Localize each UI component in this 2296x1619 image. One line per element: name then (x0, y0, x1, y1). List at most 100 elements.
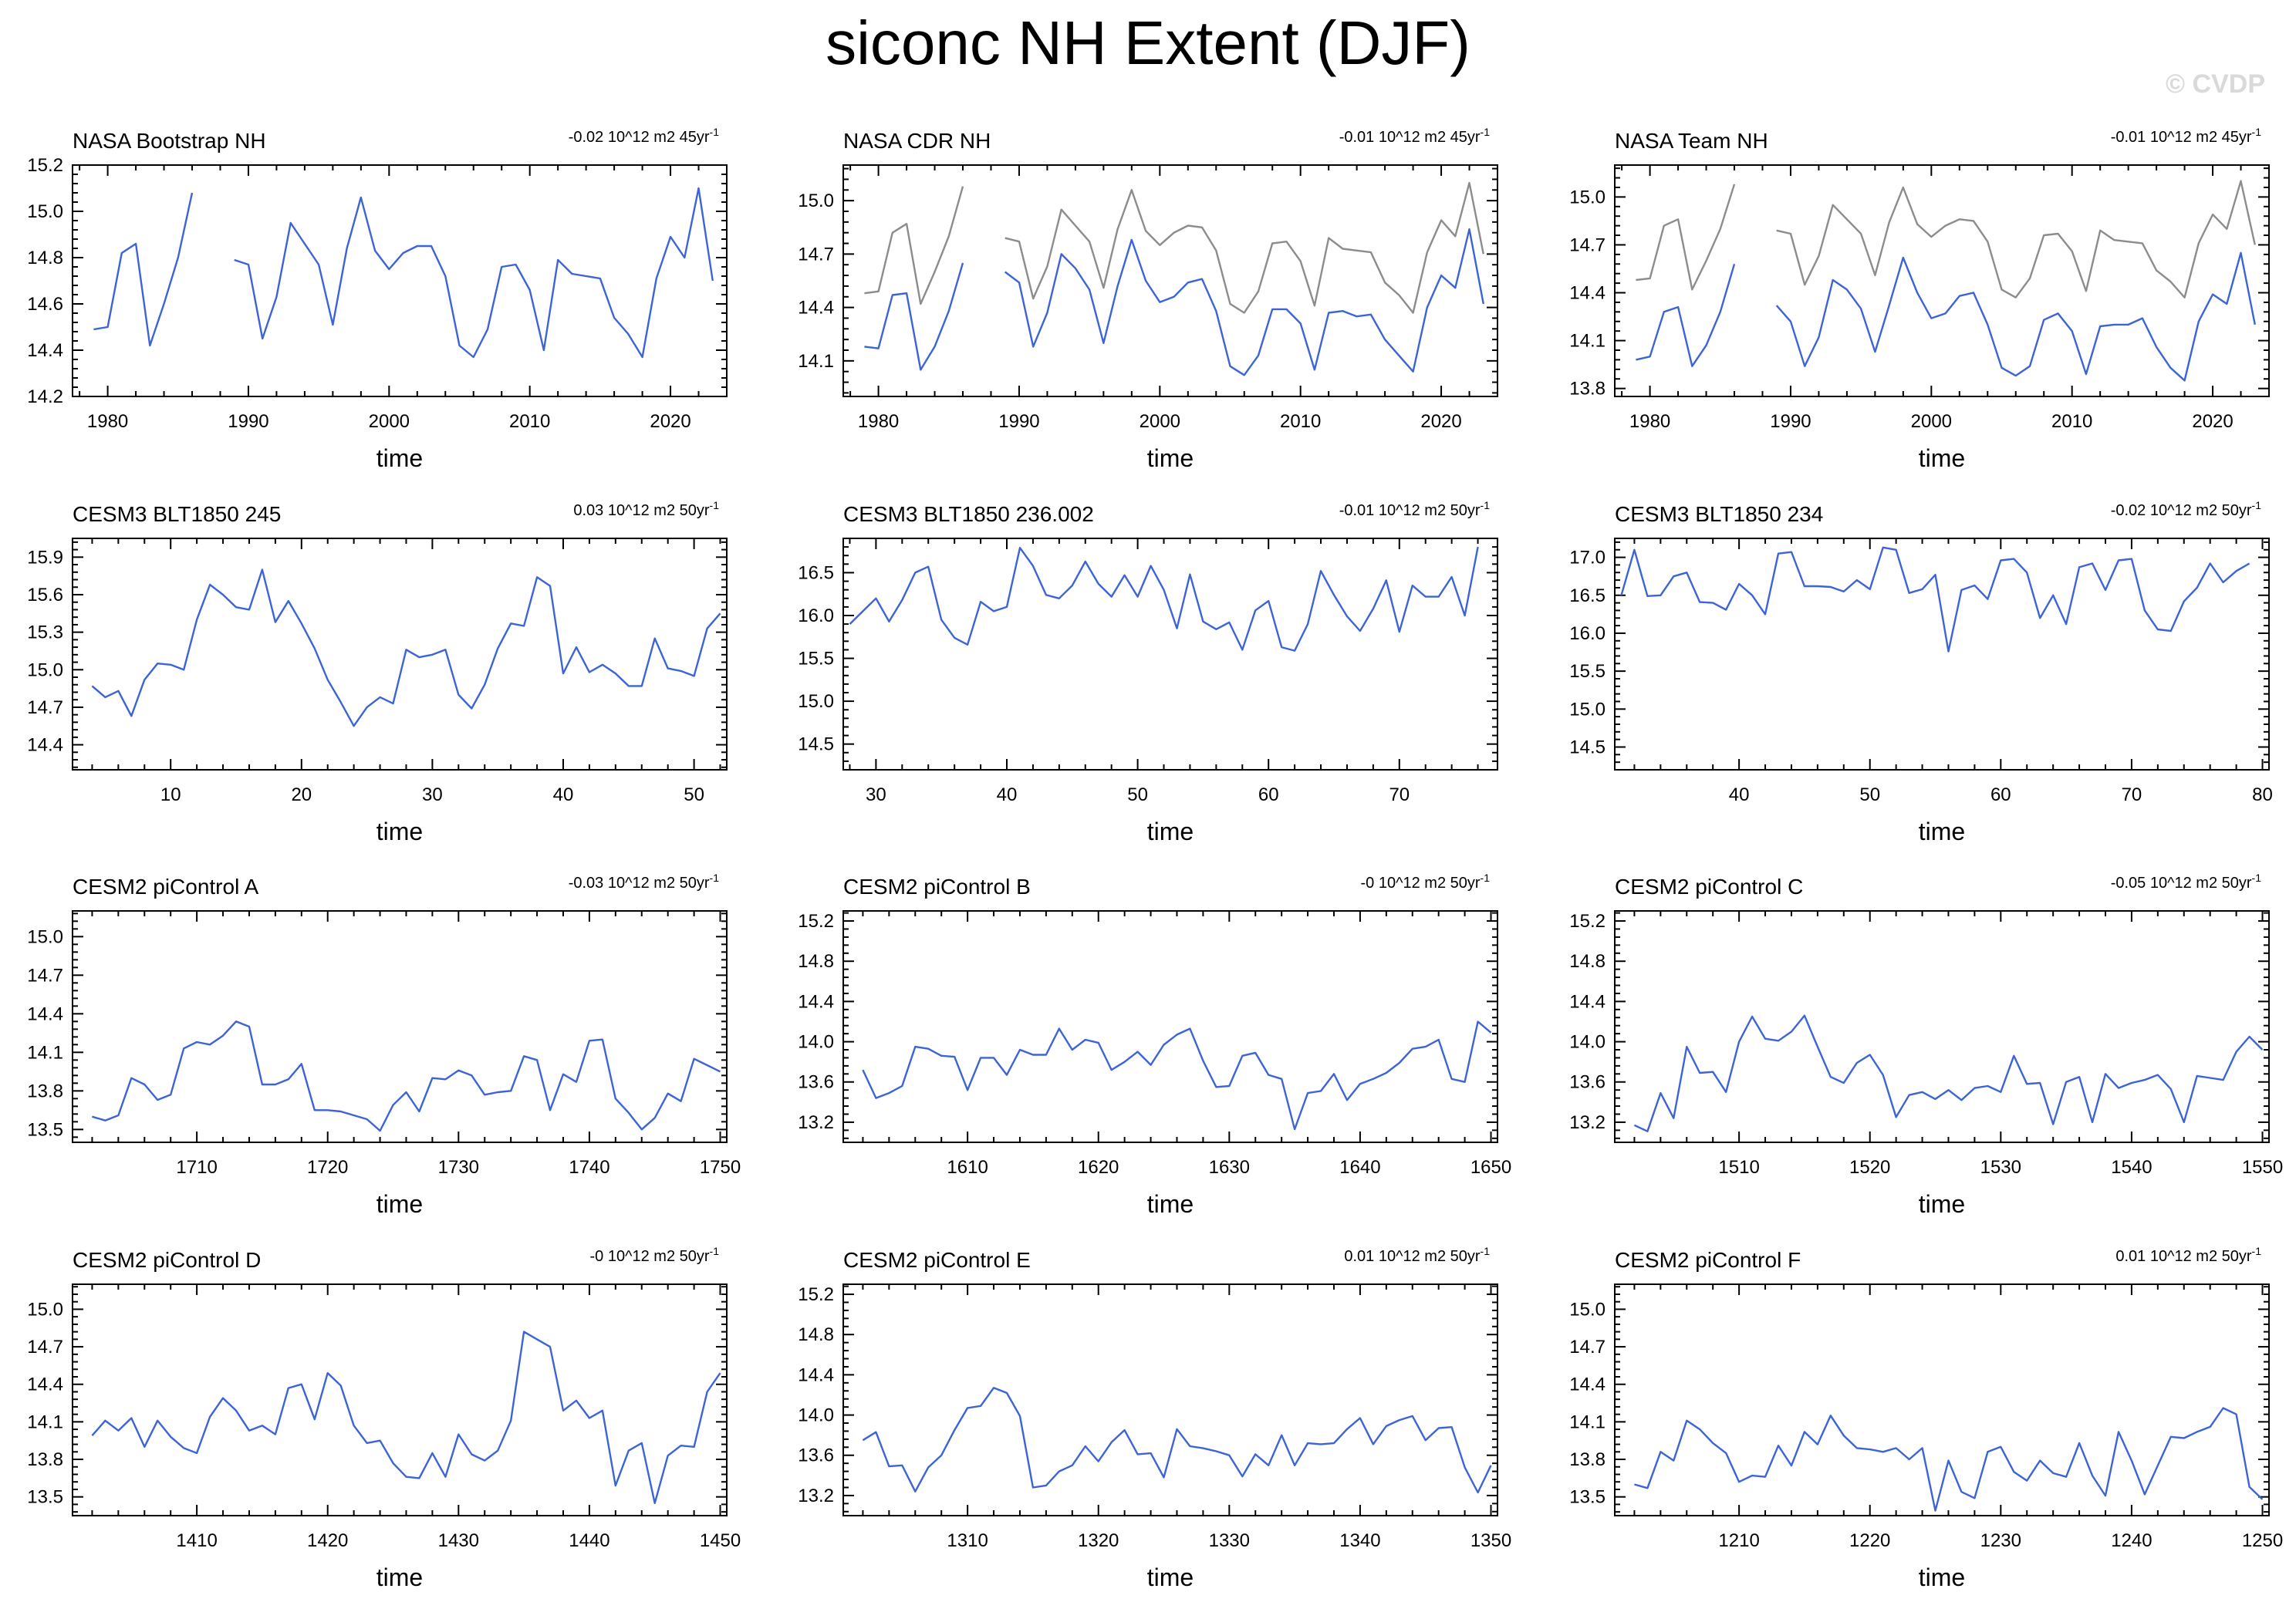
panel-title: CESM2 piControl E (843, 1248, 1031, 1272)
plot-frame (1614, 164, 2270, 397)
x-tick-label: 1240 (2111, 1530, 2152, 1551)
y-tick-label: 15.2 (798, 1284, 834, 1305)
panel-6: CESM3 BLT1850 234 -0.02 10^12 m2 50yr-1 40… (1569, 499, 2273, 845)
y-tick-label: 14.4 (1569, 283, 1606, 304)
x-tick-label: 1640 (1339, 1157, 1380, 1178)
x-axis-label: time (376, 818, 423, 845)
x-tick-label: 40 (553, 784, 574, 805)
y-tick-label: 15.2 (1569, 911, 1606, 932)
series-line-extent (1620, 546, 2250, 653)
series-line-extent (1634, 1407, 2264, 1512)
y-tick-label: 14.1 (27, 1412, 63, 1432)
plot-frame (1614, 538, 2270, 771)
y-tick-label: 15.0 (798, 691, 834, 712)
series-line-extent (93, 187, 714, 359)
x-tick-label: 1710 (176, 1157, 217, 1178)
x-tick-label: 1430 (438, 1530, 479, 1551)
y-tick-label: 16.5 (798, 562, 834, 583)
y-tick-label: 13.5 (27, 1487, 63, 1508)
series-line-extent (91, 568, 721, 727)
x-axis-label: time (1919, 818, 1965, 845)
x-tick-label: 1620 (1078, 1157, 1119, 1178)
plot-frame (842, 1283, 1498, 1516)
series-line-extent (91, 1331, 721, 1504)
chart-title: siconc NH Extent (DJF) (826, 8, 1470, 77)
y-tick-label: 13.2 (1569, 1112, 1606, 1133)
series-line-extent (862, 1387, 1492, 1494)
x-tick-label: 2010 (2051, 411, 2092, 432)
panel-title: NASA Bootstrap NH (73, 129, 266, 153)
plot-frame (72, 1283, 728, 1516)
series-line-extent (849, 546, 1479, 652)
x-tick-label: 2010 (509, 411, 550, 432)
y-tick-label: 13.2 (798, 1486, 834, 1506)
trend-exponent: -1 (1481, 872, 1491, 884)
trend-exponent: -1 (710, 499, 720, 511)
y-tick-label: 13.8 (1569, 1449, 1606, 1470)
panel-4: CESM3 BLT1850 245 0.03 10^12 m2 50yr-1 10 2… (27, 499, 728, 845)
y-tick-label: 16.0 (798, 605, 834, 626)
panel-trend: -0.02 10^12 m2 45yr-1 (569, 126, 719, 146)
trend-exponent: -1 (2252, 126, 2262, 138)
y-tick-label: 14.0 (1569, 1032, 1606, 1053)
panel-trend: -0 10^12 m2 50yr-1 (590, 1245, 720, 1265)
x-tick-label: 1750 (700, 1157, 741, 1178)
panel-11: CESM2 piControl E 0.01 10^12 m2 50yr-1 131… (798, 1245, 1511, 1591)
y-tick-label: 14.4 (1569, 1374, 1606, 1395)
series-line-extent (862, 1020, 1492, 1131)
panel-title: CESM3 BLT1850 245 (73, 502, 281, 526)
y-tick-label: 15.0 (27, 1299, 63, 1320)
x-tick-label: 2020 (1420, 411, 1461, 432)
y-tick-label: 13.5 (1569, 1487, 1606, 1508)
x-tick-label: 1220 (1849, 1530, 1890, 1551)
x-tick-label: 30 (422, 784, 443, 805)
panel-title: CESM2 piControl F (1615, 1248, 1801, 1272)
y-tick-label: 14.4 (798, 1364, 834, 1385)
y-tick-label: 14.4 (27, 735, 63, 756)
y-tick-label: 16.5 (1569, 585, 1606, 606)
x-tick-label: 1520 (1849, 1157, 1890, 1178)
y-tick-label: 13.2 (798, 1112, 834, 1133)
y-tick-label: 14.1 (27, 1042, 63, 1063)
y-tick-label: 15.0 (27, 926, 63, 947)
panel-title: CESM2 piControl D (73, 1248, 261, 1272)
y-tick-label: 13.8 (1569, 379, 1606, 400)
y-tick-label: 17.0 (1569, 548, 1606, 568)
x-tick-label: 1530 (1980, 1157, 2021, 1178)
y-tick-label: 15.0 (1569, 699, 1606, 720)
x-tick-label: 1980 (1629, 411, 1670, 432)
x-tick-label: 1230 (1980, 1530, 2021, 1551)
y-tick-label: 14.8 (798, 1324, 834, 1345)
panel-12: CESM2 piControl F 0.01 10^12 m2 50yr-1 121… (1569, 1245, 2283, 1591)
x-tick-label: 2000 (369, 411, 410, 432)
x-tick-label: 2020 (2192, 411, 2233, 432)
x-tick-label: 1980 (858, 411, 899, 432)
trend-exponent: -1 (1481, 126, 1491, 138)
panel-trend: -0.05 10^12 m2 50yr-1 (2111, 872, 2261, 892)
x-tick-label: 1350 (1470, 1530, 1511, 1551)
x-tick-label: 40 (1729, 784, 1750, 805)
y-tick-label: 13.5 (27, 1119, 63, 1140)
y-tick-label: 15.2 (798, 911, 834, 932)
y-tick-label: 14.1 (1569, 331, 1606, 352)
x-tick-label: 30 (866, 784, 886, 805)
y-tick-label: 14.2 (27, 386, 63, 407)
x-tick-label: 1990 (228, 411, 268, 432)
y-tick-label: 13.8 (27, 1081, 63, 1101)
x-tick-label: 50 (1127, 784, 1148, 805)
y-tick-label: 14.1 (1569, 1412, 1606, 1432)
x-tick-label: 1740 (569, 1157, 609, 1178)
y-tick-label: 13.6 (798, 1072, 834, 1093)
panel-trend: -0.01 10^12 m2 45yr-1 (2111, 126, 2261, 146)
y-tick-label: 15.2 (27, 155, 63, 176)
x-tick-label: 1990 (1770, 411, 1811, 432)
plot-frame (72, 538, 728, 771)
y-tick-label: 14.4 (27, 1374, 63, 1395)
x-tick-label: 2000 (1911, 411, 1952, 432)
trend-exponent: -1 (2252, 872, 2262, 884)
panel-trend: -0.01 10^12 m2 50yr-1 (1339, 499, 1490, 519)
x-tick-label: 70 (1389, 784, 1410, 805)
trend-exponent: -1 (1481, 1245, 1491, 1257)
y-tick-label: 14.7 (1569, 234, 1606, 255)
